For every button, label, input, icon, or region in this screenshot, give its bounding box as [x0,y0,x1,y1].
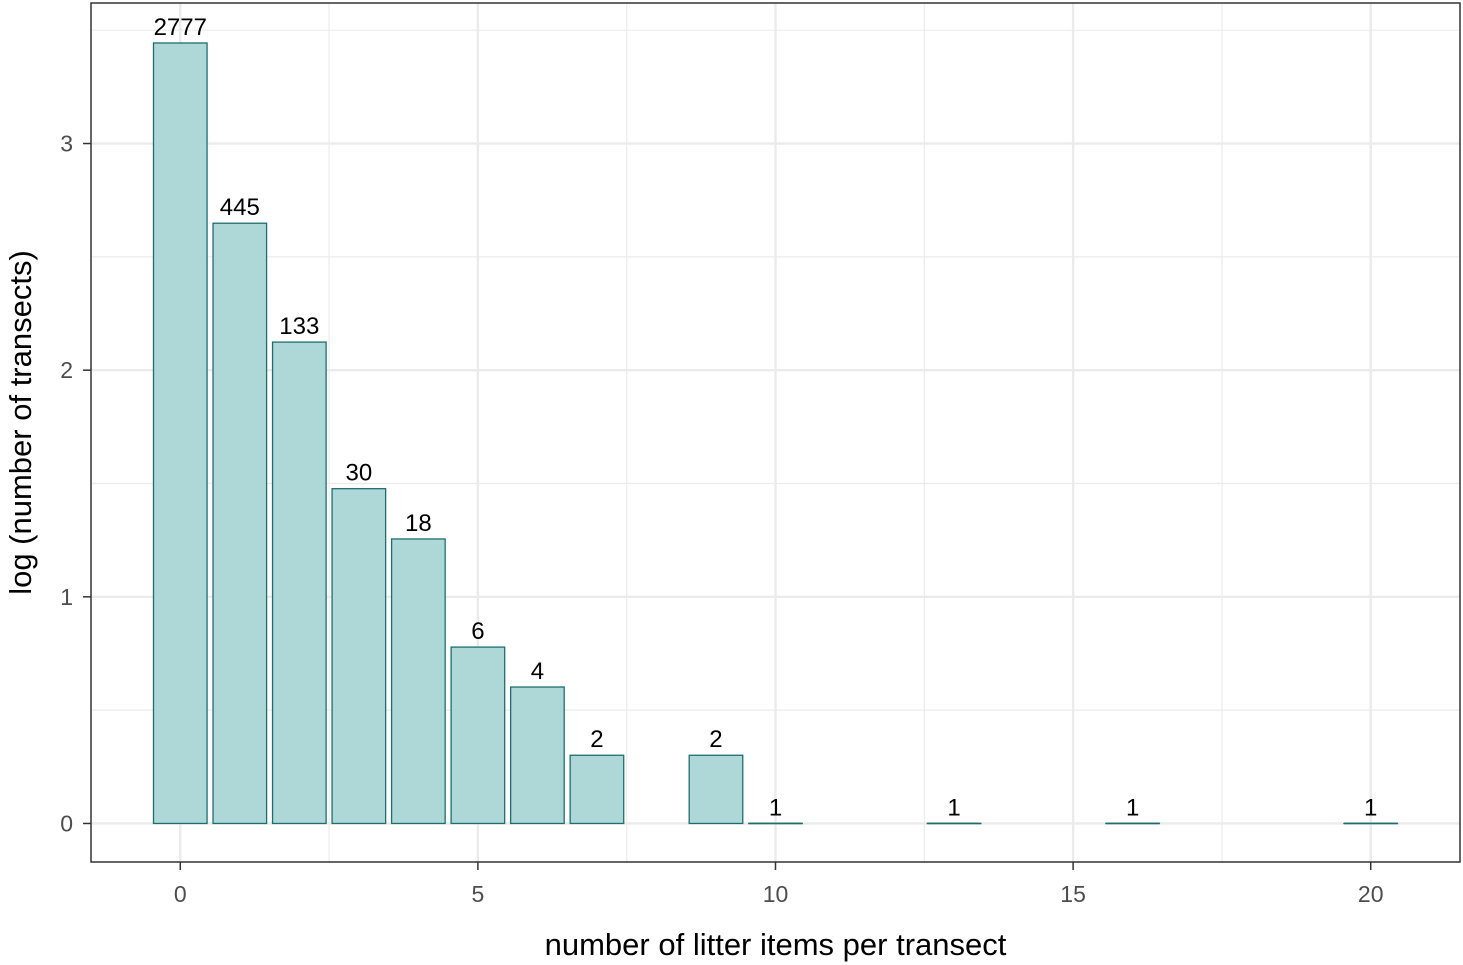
bar-value-label: 1 [1126,794,1139,821]
bar-value-label: 1 [947,794,960,821]
bar-labels: 2777 445 133 30 18 6 4 2 2 1 1 1 1 [154,14,1378,821]
bar-value-label: 1 [1364,794,1377,821]
bar [271,341,327,825]
bar [212,222,268,825]
tick-labels: 0 5 10 15 20 0 1 2 3 [60,131,1383,907]
bar-value-label: 4 [531,658,544,685]
bar-value-label: 2 [590,726,603,753]
bar [688,754,744,825]
x-tick-label: 5 [471,881,484,907]
x-tick-label: 20 [1358,881,1384,907]
y-tick-label: 0 [60,810,73,836]
bar-value-label: 2777 [154,14,207,41]
x-tick-label: 15 [1060,881,1086,907]
bars [152,42,1399,825]
bar-value-label: 133 [279,313,319,340]
y-tick-label: 3 [60,131,73,157]
bar [450,646,506,825]
bar-value-label: 2 [709,726,722,753]
bar [331,488,387,825]
bar [390,538,446,825]
bar [569,754,625,825]
bar-value-label: 445 [220,194,260,221]
y-axis-title: log (number of transects) [3,250,38,595]
x-axis-title: number of litter items per transect [545,927,1007,962]
x-tick-label: 0 [174,881,187,907]
y-tick-label: 1 [60,584,73,610]
bar-value-label: 1 [769,794,782,821]
axis-ticks [83,142,1372,870]
bar-value-label: 30 [345,460,372,487]
bar-value-label: 18 [405,510,432,537]
bar [152,42,208,825]
x-tick-label: 10 [763,881,789,907]
bar [509,686,565,825]
bar-value-label: 6 [471,618,484,645]
y-tick-label: 2 [60,357,73,383]
